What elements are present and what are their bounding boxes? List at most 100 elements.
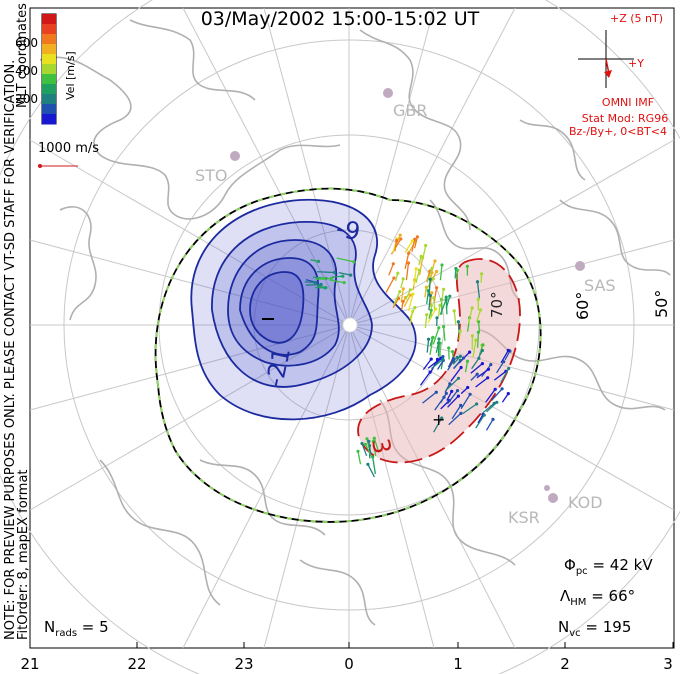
velocity-vector-origin	[450, 389, 454, 393]
hm-boundary-latitude: ΛHM = 66°	[560, 587, 635, 608]
velocity-scale: 1000 m/s	[38, 141, 99, 168]
velocity-vector	[439, 264, 443, 281]
svg-text:STO: STO	[195, 166, 228, 185]
lat-label-60: 60°	[573, 292, 592, 320]
velocity-vector-origin	[429, 357, 433, 361]
velocity-vector	[447, 360, 454, 371]
velocity-vector-origin	[470, 334, 474, 338]
svg-text:SAS: SAS	[584, 276, 616, 295]
velocity-vector-origin	[430, 291, 434, 295]
velocity-vector	[317, 271, 335, 274]
colorbar-cell	[42, 24, 56, 35]
map-statistics: Φpc = 42 kV ΛHM = 66° Nvc = 195 Nrads = …	[44, 556, 653, 639]
velocity-vector-origin	[440, 263, 444, 267]
velocity-vector-origin	[466, 385, 470, 390]
velocity-vector-origin	[392, 276, 396, 280]
velocity-vector-origin	[451, 350, 455, 354]
velocity-vector	[338, 271, 351, 276]
colorbar-tick-200: 200	[15, 92, 38, 106]
velocity-vector-origin	[435, 286, 439, 290]
velocity-vector-origin	[476, 330, 480, 334]
velocity-vector	[422, 358, 432, 370]
velocity-vector-origin	[491, 417, 495, 421]
contour-label-3: 3	[366, 436, 396, 456]
velocity-vector-origin	[500, 387, 504, 391]
velocity-vector-origin	[398, 233, 402, 237]
imf-axis-z-label: +Z (5 nT)	[610, 12, 663, 25]
colorbar-cell	[42, 14, 56, 25]
velocity-vector-origin	[440, 416, 444, 420]
velocity-vector	[454, 268, 457, 279]
velocity-vector-origin	[474, 338, 478, 342]
velocity-vector-origin	[448, 382, 452, 386]
velocity-vector	[445, 296, 451, 309]
imf-source-label: OMNI IMF	[602, 96, 654, 109]
velocity-vector-origin	[436, 341, 441, 345]
colorbar-cell	[42, 104, 56, 115]
velocity-vector-origin	[332, 270, 337, 275]
mlt-tick-2: 2	[560, 655, 570, 673]
velocity-vector-origin	[441, 357, 445, 361]
velocity-vector-origin	[399, 237, 403, 241]
velocity-vector-origin	[459, 411, 463, 415]
velocity-vector	[485, 388, 496, 403]
velocity-vector	[426, 270, 431, 282]
velocity-vector-origin	[395, 238, 399, 243]
vector-count: Nvc = 195	[558, 618, 631, 639]
velocity-vector	[432, 327, 440, 345]
velocity-vector	[304, 281, 316, 284]
velocity-vector	[427, 357, 442, 369]
velocity-vector-origin	[461, 356, 466, 360]
velocity-vector-origin	[424, 243, 428, 248]
colorbar-cell	[42, 84, 56, 95]
velocity-vector-origin	[475, 402, 479, 406]
velocity-vector-origin	[493, 387, 497, 391]
velocity-vector	[476, 332, 480, 348]
velocity-vector	[336, 257, 355, 263]
velocity-vector-origin	[452, 309, 456, 313]
velocity-vector	[464, 361, 469, 373]
velocity-vector-origin	[438, 303, 442, 307]
colorbar-label: Vel [m/s]	[64, 51, 77, 100]
velocity-vector-origin	[468, 392, 472, 396]
velocity-vector	[409, 307, 416, 320]
velocity-vector-origin	[444, 298, 448, 302]
velocity-vector-origin	[434, 390, 438, 394]
velocity-vector-origin	[482, 413, 486, 417]
velocity-vector-origin	[367, 439, 371, 443]
mlt-tick-23: 23	[234, 655, 253, 673]
velocity-vector-origin	[341, 274, 345, 278]
velocity-vector-origin	[477, 320, 481, 324]
velocity-colorbar: 600 400 200 Vel [m/s]	[15, 13, 77, 125]
velocity-vector	[442, 326, 446, 341]
velocity-vector-origin	[437, 337, 441, 341]
velocity-vector-origin	[356, 449, 360, 453]
velocity-vector-origin	[465, 264, 469, 268]
velocity-vector	[361, 443, 368, 457]
velocity-vector-origin	[428, 277, 432, 281]
velocity-vector	[493, 370, 507, 381]
velocity-vector	[368, 441, 372, 455]
velocity-vector-origin	[342, 281, 346, 285]
velocity-vector	[475, 377, 489, 388]
negative-potential-cell	[190, 198, 417, 421]
velocity-vector-origin	[408, 293, 412, 297]
velocity-vector	[424, 314, 428, 329]
velocity-vector-origin	[401, 287, 405, 291]
velocity-vector-origin	[481, 343, 485, 347]
colorbar-cell	[42, 94, 56, 105]
velocity-vector-origin	[406, 261, 411, 265]
velocity-vector	[413, 268, 417, 286]
imf-condition-label: Bz-/By+, 0<BT<4	[569, 125, 667, 138]
velocity-vector-origin	[408, 288, 412, 292]
velocity-vector	[372, 456, 377, 475]
velocity-vector-origin	[475, 372, 479, 376]
velocity-vector-origin	[410, 239, 414, 243]
velocity-vector-origin	[502, 360, 506, 364]
cross-polar-potential: Φpc = 42 kV	[564, 556, 653, 577]
velocity-vector-origin	[366, 462, 370, 466]
mlt-axis: 21 22 23 0 1 2 3	[20, 642, 674, 673]
svg-text:KOD: KOD	[568, 493, 603, 512]
preview-note: NOTE: FOR PREVIEW PURPOSES ONLY. PLEASE …	[3, 60, 18, 640]
